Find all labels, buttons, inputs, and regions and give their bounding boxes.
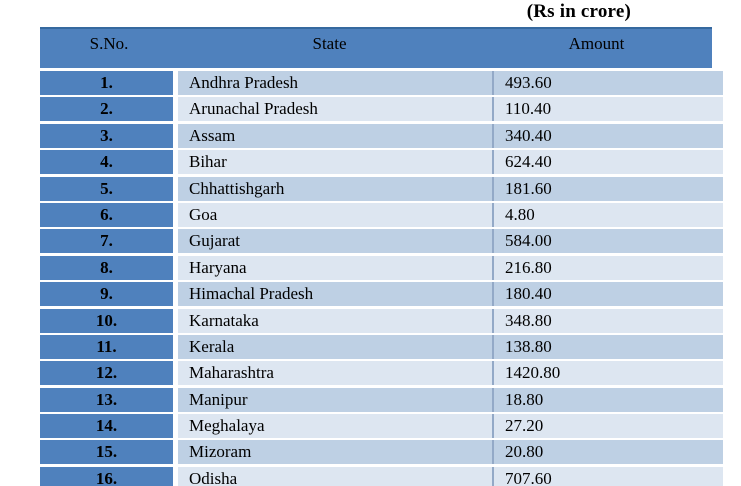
sno-cell: 2. (40, 97, 173, 122)
amount-cell: 20.80 (494, 440, 723, 465)
sno-cell: 9. (40, 282, 173, 307)
table-row: 15. Mizoram 20.80 (40, 440, 723, 465)
col-header-state: State (312, 34, 347, 53)
sno-cell: 14. (40, 414, 173, 439)
table-row: 2. Arunachal Pradesh 110.40 (40, 97, 723, 122)
amount-cell: 584.00 (494, 229, 723, 254)
state-cell: Chhattishgarh (178, 176, 494, 201)
amount-cell: 707.60 (494, 466, 723, 486)
state-cell: Himachal Pradesh (178, 282, 494, 307)
amount-cell: 180.40 (494, 282, 723, 307)
amount-cell: 340.40 (494, 123, 723, 148)
amount-cell: 216.80 (494, 255, 723, 280)
state-cell: Mizoram (178, 440, 494, 465)
table-row: 3. Assam 340.40 (40, 123, 723, 148)
table-row: 12. Maharashtra 1420.80 (40, 361, 723, 386)
states-amount-table: S.No. State Amount 1. Andhra Pradesh 493… (40, 27, 723, 486)
state-cell: Gujarat (178, 229, 494, 254)
state-cell: Kerala (178, 334, 494, 359)
amount-cell: 18.80 (494, 387, 723, 412)
col-header-sno: S.No. (89, 34, 129, 53)
units-label: (Rs in crore) (526, 1, 631, 22)
table-row: 11. Kerala 138.80 (40, 334, 723, 359)
table-row: 4. Bihar 624.40 (40, 150, 723, 175)
state-cell: Karnataka (178, 308, 494, 333)
table-row: 9. Himachal Pradesh 180.40 (40, 282, 723, 307)
sno-cell: 7. (40, 229, 173, 254)
state-cell: Odisha (178, 466, 494, 486)
state-cell: Bihar (178, 150, 494, 175)
sno-cell: 15. (40, 440, 173, 465)
sno-cell: 11. (40, 334, 173, 359)
state-cell: Goa (178, 202, 494, 227)
state-cell: Arunachal Pradesh (178, 97, 494, 122)
amount-cell: 1420.80 (494, 361, 723, 386)
amount-cell: 110.40 (494, 97, 723, 122)
table-header-row: S.No. State Amount (40, 27, 712, 68)
state-cell: Maharashtra (178, 361, 494, 386)
table-row: 14. Meghalaya 27.20 (40, 414, 723, 439)
state-cell: Meghalaya (178, 414, 494, 439)
amount-cell: 4.80 (494, 202, 723, 227)
table-row: 8. Haryana 216.80 (40, 255, 723, 280)
sno-cell: 10. (40, 308, 173, 333)
sno-cell: 6. (40, 202, 173, 227)
state-cell: Manipur (178, 387, 494, 412)
amount-cell: 348.80 (494, 308, 723, 333)
sno-cell: 3. (40, 123, 173, 148)
table-row: 1. Andhra Pradesh 493.60 (40, 71, 723, 95)
table-row: 6. Goa 4.80 (40, 202, 723, 227)
table-body: 1. Andhra Pradesh 493.60 2. Arunachal Pr… (40, 71, 723, 486)
table-row: 5. Chhattishgarh 181.60 (40, 176, 723, 201)
state-cell: Haryana (178, 255, 494, 280)
sno-cell: 5. (40, 176, 173, 201)
state-cell: Assam (178, 123, 494, 148)
sno-cell: 8. (40, 255, 173, 280)
amount-cell: 624.40 (494, 150, 723, 175)
sno-cell: 12. (40, 361, 173, 386)
amount-cell: 138.80 (494, 334, 723, 359)
table-row: 7. Gujarat 584.00 (40, 229, 723, 254)
sno-cell: 1. (40, 71, 173, 95)
amount-cell: 27.20 (494, 414, 723, 439)
sno-cell: 4. (40, 150, 173, 175)
table-row: 10. Karnataka 348.80 (40, 308, 723, 333)
table-row: 13. Manipur 18.80 (40, 387, 723, 412)
table-row: 16. Odisha 707.60 (40, 466, 723, 486)
col-header-amount: Amount (568, 34, 625, 53)
amount-cell: 181.60 (494, 176, 723, 201)
amount-cell: 493.60 (494, 71, 723, 95)
sno-cell: 13. (40, 387, 173, 412)
state-cell: Andhra Pradesh (178, 71, 494, 95)
sno-cell: 16. (40, 466, 173, 486)
